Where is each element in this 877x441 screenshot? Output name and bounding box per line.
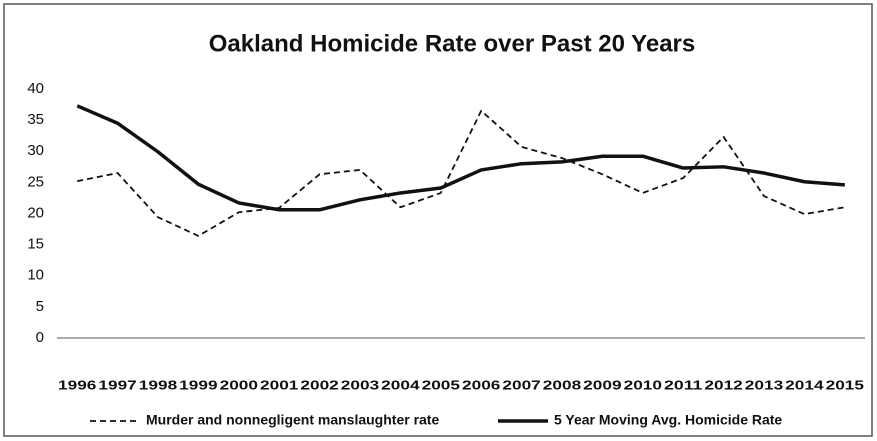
x-tick-label: 2002	[300, 377, 338, 392]
x-tick-label: 1999	[179, 377, 217, 392]
y-tick-label: 35	[27, 111, 44, 128]
x-tick-label: 2006	[462, 377, 500, 392]
y-tick-label: 0	[36, 329, 44, 346]
y-tick-label: 5	[36, 298, 44, 315]
x-tick-label: 1997	[98, 377, 136, 392]
x-tick-label: 2011	[664, 377, 702, 392]
x-tick-label: 2012	[704, 377, 742, 392]
x-tick-label: 2008	[543, 377, 581, 392]
y-tick-label: 40	[27, 80, 44, 97]
x-tick-label: 2004	[381, 377, 420, 392]
y-tick-label: 20	[27, 204, 44, 221]
x-tick-label: 2007	[502, 377, 540, 392]
x-tick-label: 2015	[826, 377, 864, 392]
x-tick-label: 1996	[58, 377, 96, 392]
y-tick-label: 15	[27, 236, 44, 253]
y-tick-label: 30	[27, 142, 44, 159]
y-tick-label: 25	[27, 173, 44, 190]
x-tick-label: 2001	[260, 377, 298, 392]
x-tick-label: 2010	[624, 377, 662, 392]
x-tick-label: 2000	[220, 377, 258, 392]
legend-label: Murder and nonnegligent manslaughter rat…	[146, 412, 439, 428]
legend-label: 5 Year Moving Avg. Homicide Rate	[554, 412, 782, 428]
y-tick-label: 10	[27, 267, 44, 284]
x-tick-label: 2009	[583, 377, 621, 392]
x-tick-label: 2005	[422, 377, 460, 392]
x-tick-label: 1998	[139, 377, 177, 392]
x-tick-label: 2003	[341, 377, 379, 392]
chart-border	[3, 3, 873, 437]
data-line	[76, 104, 845, 212]
x-tick-label: 2014	[785, 377, 824, 392]
chart-title: Oakland Homicide Rate over Past 20 Years	[209, 30, 695, 57]
data-line	[77, 109, 845, 237]
x-tick-label: 2013	[745, 377, 783, 392]
